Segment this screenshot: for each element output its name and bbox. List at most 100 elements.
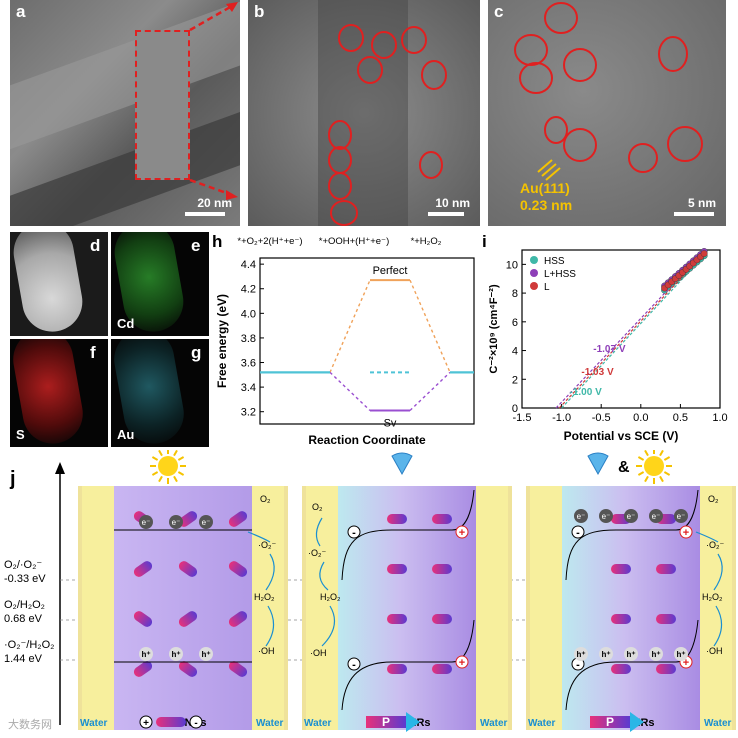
h2o2-label: H₂O₂ [702, 592, 723, 602]
sun-ray [158, 475, 163, 483]
dipole-pill [178, 561, 198, 577]
dipole-minus [189, 715, 203, 729]
panel-label-a: a [16, 2, 26, 21]
panel-label-g: g [191, 343, 202, 362]
chart-h-ylabel: Free energy (eV) [215, 294, 229, 388]
oxidation-arrow [713, 605, 723, 647]
hole-label: h⁺ [141, 650, 150, 659]
chart-i-xtick-label: -1.0 [552, 412, 571, 424]
scale-text-a: 20 nm [197, 196, 232, 210]
dipole-pill [656, 614, 676, 624]
hole-label: h⁺ [626, 650, 635, 659]
eds-panel-g: g Au [111, 339, 209, 447]
water-label-right: Water [256, 718, 284, 729]
dipole-pill [432, 664, 452, 674]
chart-i-xlabel: Potential vs SCE (V) [564, 429, 679, 443]
sun-ray [173, 475, 178, 483]
eds-panel-e: e Cd [111, 232, 209, 336]
chart-i-xtick-label: -0.5 [592, 412, 611, 424]
chart-i-ytick-label: 8 [512, 288, 518, 300]
superoxide-label: ·O₂⁻ [308, 548, 326, 558]
electron [169, 515, 183, 529]
electron [624, 509, 638, 523]
polarization-label: P [382, 715, 390, 729]
hydroxyl-label: ·OH [258, 646, 275, 656]
minus-charge [571, 525, 585, 539]
reduction-arrow [315, 517, 323, 547]
water-left [82, 486, 114, 730]
sun-icon [636, 450, 672, 484]
chart-i-annotation: -1.03 V [581, 367, 614, 378]
chart-i-ytick-label: 4 [512, 346, 518, 358]
dipole-pill [228, 661, 248, 677]
dipole-pill [133, 661, 153, 677]
water-right [700, 486, 732, 730]
vb-curve [341, 619, 475, 711]
superoxide-label: ·O₂⁻ [706, 540, 724, 550]
hydroxyl-label: ·OH [706, 646, 723, 656]
chart-h-ytick-label: 3.2 [241, 407, 256, 419]
electron-label: e⁻ [142, 518, 151, 527]
hole [624, 647, 638, 661]
chart-mott-schottky: -1.5 -1.0 -0.5 0.0 0.5 1.0 0 2 4 6 8 10 C⁻²×10⁹ (cm⁴… [488, 248, 728, 443]
water-right [252, 486, 284, 730]
mechanism-diagram: O₂/·O₂⁻ -0.33 eV O₂/H₂O₂ 0.68 eV ·O₂⁻/H₂O₂ 1.… [4, 450, 738, 732]
hole [199, 647, 213, 661]
panel-label-c: c [494, 2, 504, 21]
hole [674, 647, 688, 661]
chart-h-ytick-label: 3.8 [241, 333, 256, 345]
dipole-pill [387, 514, 407, 524]
chart-h-step-label: *+OOH+(H⁺+e⁻) [319, 236, 389, 247]
dipole-pill [228, 611, 248, 627]
plus-charge-sign: + [459, 527, 465, 539]
chart-i-fit-line [561, 255, 705, 409]
sun-core [644, 456, 664, 476]
scale-text-b: 10 nm [435, 196, 470, 210]
hole-label: h⁺ [601, 650, 610, 659]
hole-label: h⁺ [651, 650, 660, 659]
watermark: 大数务网 [8, 719, 52, 731]
h2o2-label: H₂O₂ [320, 592, 341, 602]
reduction-arrow [265, 553, 275, 591]
plus-charge [455, 525, 469, 539]
eds-panel-d: d [10, 232, 108, 336]
cds-nanorod [562, 486, 700, 730]
scale-text-c: 5 nm [687, 196, 716, 210]
sun-ray [637, 471, 645, 476]
panel-label-h: h [212, 232, 223, 251]
reduction-arrow [713, 553, 723, 591]
minus-charge [347, 525, 361, 539]
dipole-pill [387, 664, 407, 674]
chart-h-ytick-label: 4.4 [241, 259, 256, 271]
panel-label-f: f [90, 343, 96, 362]
sun-ray [151, 456, 159, 461]
dipole-pill [178, 511, 198, 527]
tem-panel-a: a 20 nm [10, 0, 240, 226]
sun-ray [173, 450, 178, 457]
plus-charge [455, 655, 469, 669]
electron [674, 509, 688, 523]
dipole-pill-legend [156, 717, 186, 727]
tem-panel-b: b 10 nm [248, 0, 480, 226]
panel-label-e: e [191, 236, 201, 255]
hole-label: h⁺ [576, 650, 585, 659]
lattice-spacing: 0.23 nm [520, 197, 573, 213]
water-left [530, 486, 562, 730]
tem-panel-c: c Au(111) 0.23 nm 5 nm [488, 0, 726, 226]
panel-label-d: d [90, 236, 101, 255]
chart-h-step-label: *+O₂+2(H⁺+e⁻) [237, 236, 302, 247]
o2-label: O₂ [708, 494, 719, 504]
chart-i-xtick-label: -1.5 [513, 412, 532, 424]
cb-curve [565, 489, 699, 581]
eds-label-au: Au [117, 427, 135, 442]
chart-h-step-label: *+H₂O₂ [411, 236, 442, 247]
chart-i-point [700, 250, 708, 257]
eds-panel-f: f S [10, 339, 108, 447]
chart-i-ytick-label: 0 [512, 403, 518, 415]
polarization-bar [590, 716, 630, 728]
dipole-minus-sign: - [194, 718, 197, 729]
lattice-plane: Au(111) [520, 180, 570, 196]
chart-h-ytick-label: 3.4 [241, 382, 256, 394]
hole [599, 647, 613, 661]
sun-ray [663, 456, 671, 461]
